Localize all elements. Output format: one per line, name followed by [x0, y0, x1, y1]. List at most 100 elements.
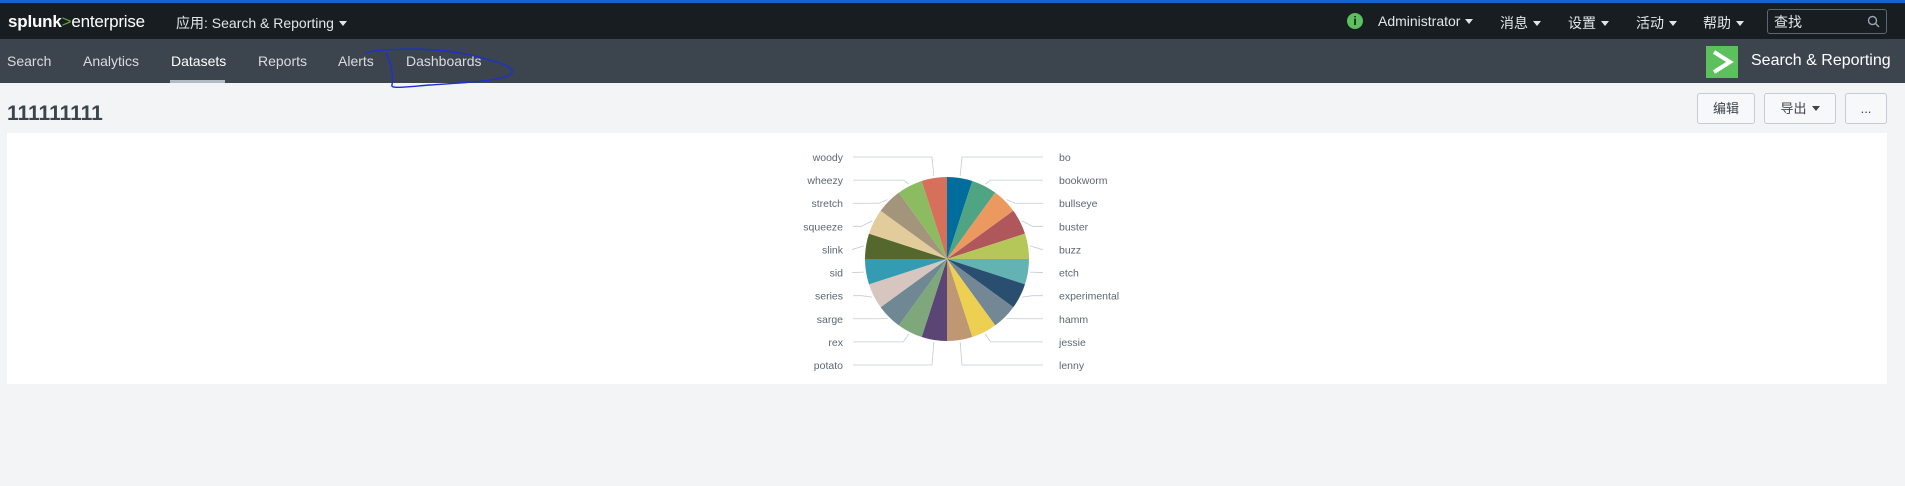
pie-label-bullseye: bullseye	[1059, 198, 1098, 210]
pie-label-hamm: hamm	[1059, 314, 1088, 326]
pie-label-jessie: jessie	[1058, 337, 1086, 349]
leader-line-slink	[852, 245, 865, 250]
pie-slice-buzz[interactable]	[947, 233, 1029, 259]
app-menu[interactable]: 应用: Search & Reporting	[176, 13, 347, 33]
pie-slice-wheezy[interactable]	[898, 181, 947, 259]
leader-line-stretch	[853, 199, 888, 204]
pie-slice-squeeze[interactable]	[869, 210, 947, 259]
chevron-down-icon	[1465, 18, 1474, 24]
search-icon[interactable]	[1867, 15, 1880, 28]
search-box	[1767, 9, 1887, 34]
chevron-down-icon	[1736, 20, 1744, 26]
tab-reports[interactable]: Reports	[258, 53, 308, 69]
export-button-label: 导出	[1780, 101, 1807, 116]
messages-menu[interactable]: 消息	[1500, 13, 1541, 33]
app-menu-label: 应用: Search & Reporting	[176, 15, 334, 31]
pie-slice-jessie[interactable]	[947, 259, 996, 337]
pie-label-potato: potato	[814, 360, 843, 372]
top-accent-bar	[0, 0, 1905, 3]
pie-label-stretch: stretch	[811, 198, 843, 210]
help-menu-label: 帮助	[1703, 15, 1731, 31]
leader-line-jessie	[984, 333, 1043, 343]
pie-slice-series[interactable]	[869, 259, 947, 308]
tab-analytics[interactable]: Analytics	[83, 53, 140, 69]
pie-slice-bullseye[interactable]	[947, 192, 1014, 259]
leader-line-squeeze	[853, 220, 873, 227]
top-bar: splunk>enterprise 应用: Search & Reporting…	[0, 3, 1905, 39]
chevron-down-icon	[1601, 20, 1609, 26]
leader-line-buzz	[1029, 245, 1043, 250]
search-input[interactable]	[1774, 13, 1862, 30]
page-title: 111111111	[7, 102, 103, 125]
logo-product-text: enterprise	[71, 12, 145, 31]
pie-label-experimental: experimental	[1059, 291, 1119, 303]
pie-label-bookworm: bookworm	[1059, 175, 1108, 187]
edit-button[interactable]: 编辑	[1697, 93, 1755, 124]
leader-line-experimental	[1021, 295, 1043, 298]
help-menu[interactable]: 帮助	[1703, 13, 1744, 33]
pie-label-lenny: lenny	[1059, 360, 1085, 372]
more-actions-button[interactable]: ...	[1845, 93, 1887, 124]
user-menu-label: Administrator	[1378, 13, 1461, 29]
tab-dashboards[interactable]: Dashboards	[406, 53, 482, 69]
pie-slice-potato[interactable]	[921, 259, 947, 341]
leader-line-potato	[853, 341, 935, 366]
app-nav-bar: Search Analytics Datasets Reports Alerts…	[0, 39, 1905, 83]
leader-line-wheezy	[853, 179, 910, 185]
messages-menu-label: 消息	[1500, 15, 1528, 31]
logo-separator: >	[61, 12, 72, 31]
chevron-down-icon	[1811, 106, 1820, 112]
pie-slice-sid[interactable]	[865, 259, 947, 285]
pie-slice-bookworm[interactable]	[947, 181, 996, 259]
pie-label-buster: buster	[1059, 221, 1089, 233]
pie-label-buzz: buzz	[1059, 244, 1081, 256]
pie-slice-bo[interactable]	[947, 177, 973, 259]
leader-line-bo	[959, 156, 1043, 177]
pie-label-slink: slink	[822, 244, 844, 256]
pie-label-squeeze: squeeze	[803, 221, 843, 233]
chevron-down-icon	[1533, 20, 1541, 26]
pie-slice-lenny[interactable]	[947, 259, 973, 341]
visualization-panel: bo bookworm bullseye buster buzz etch experime…	[7, 133, 1887, 384]
pie-label-sid: sid	[830, 268, 844, 280]
pie-slice-rex[interactable]	[898, 259, 947, 337]
leader-line-bullseye	[1006, 199, 1043, 204]
pie-label-sarge: sarge	[817, 314, 843, 326]
splunk-logo[interactable]: splunk>enterprise	[8, 12, 145, 32]
pie-label-bo: bo	[1059, 152, 1071, 164]
pie-slice-slink[interactable]	[865, 233, 947, 259]
pie-label-series: series	[815, 291, 843, 303]
leader-line-lenny	[959, 341, 1043, 366]
pie-slice-etch[interactable]	[947, 259, 1029, 285]
export-button[interactable]: 导出	[1764, 93, 1836, 124]
pie-slice-hamm[interactable]	[947, 259, 1014, 326]
pie-label-rex: rex	[828, 337, 843, 349]
pie-label-etch: etch	[1059, 268, 1079, 280]
settings-menu-label: 设置	[1568, 15, 1596, 31]
tab-alerts[interactable]: Alerts	[338, 53, 374, 69]
leader-line-woody	[853, 156, 935, 177]
pie-slice-experimental[interactable]	[947, 259, 1025, 308]
app-badge[interactable]	[1706, 46, 1738, 78]
pie-slice-buster[interactable]	[947, 210, 1025, 259]
active-tab-indicator	[170, 80, 225, 83]
leader-line-series	[853, 295, 873, 298]
activity-menu[interactable]: 活动	[1636, 13, 1677, 33]
activity-menu-label: 活动	[1636, 15, 1664, 31]
chevron-down-icon	[1669, 20, 1677, 26]
leader-line-rex	[853, 333, 910, 343]
settings-menu[interactable]: 设置	[1568, 13, 1609, 33]
info-icon[interactable]: i	[1347, 13, 1363, 29]
logo-main-text: splunk	[8, 12, 62, 31]
pie-label-woody: woody	[812, 152, 844, 164]
pie-slice-woody[interactable]	[921, 177, 947, 259]
pie-slice-stretch[interactable]	[880, 192, 947, 259]
tab-search[interactable]: Search	[7, 53, 52, 69]
leader-line-buster	[1021, 220, 1043, 227]
chevron-right-icon	[1712, 50, 1734, 74]
user-menu[interactable]: Administrator	[1378, 13, 1474, 29]
pie-slice-sarge[interactable]	[880, 259, 947, 326]
pie-chart: bo bookworm bullseye buster buzz etch experime…	[803, 152, 1119, 372]
tab-datasets[interactable]: Datasets	[171, 53, 227, 69]
chevron-down-icon	[338, 20, 347, 26]
